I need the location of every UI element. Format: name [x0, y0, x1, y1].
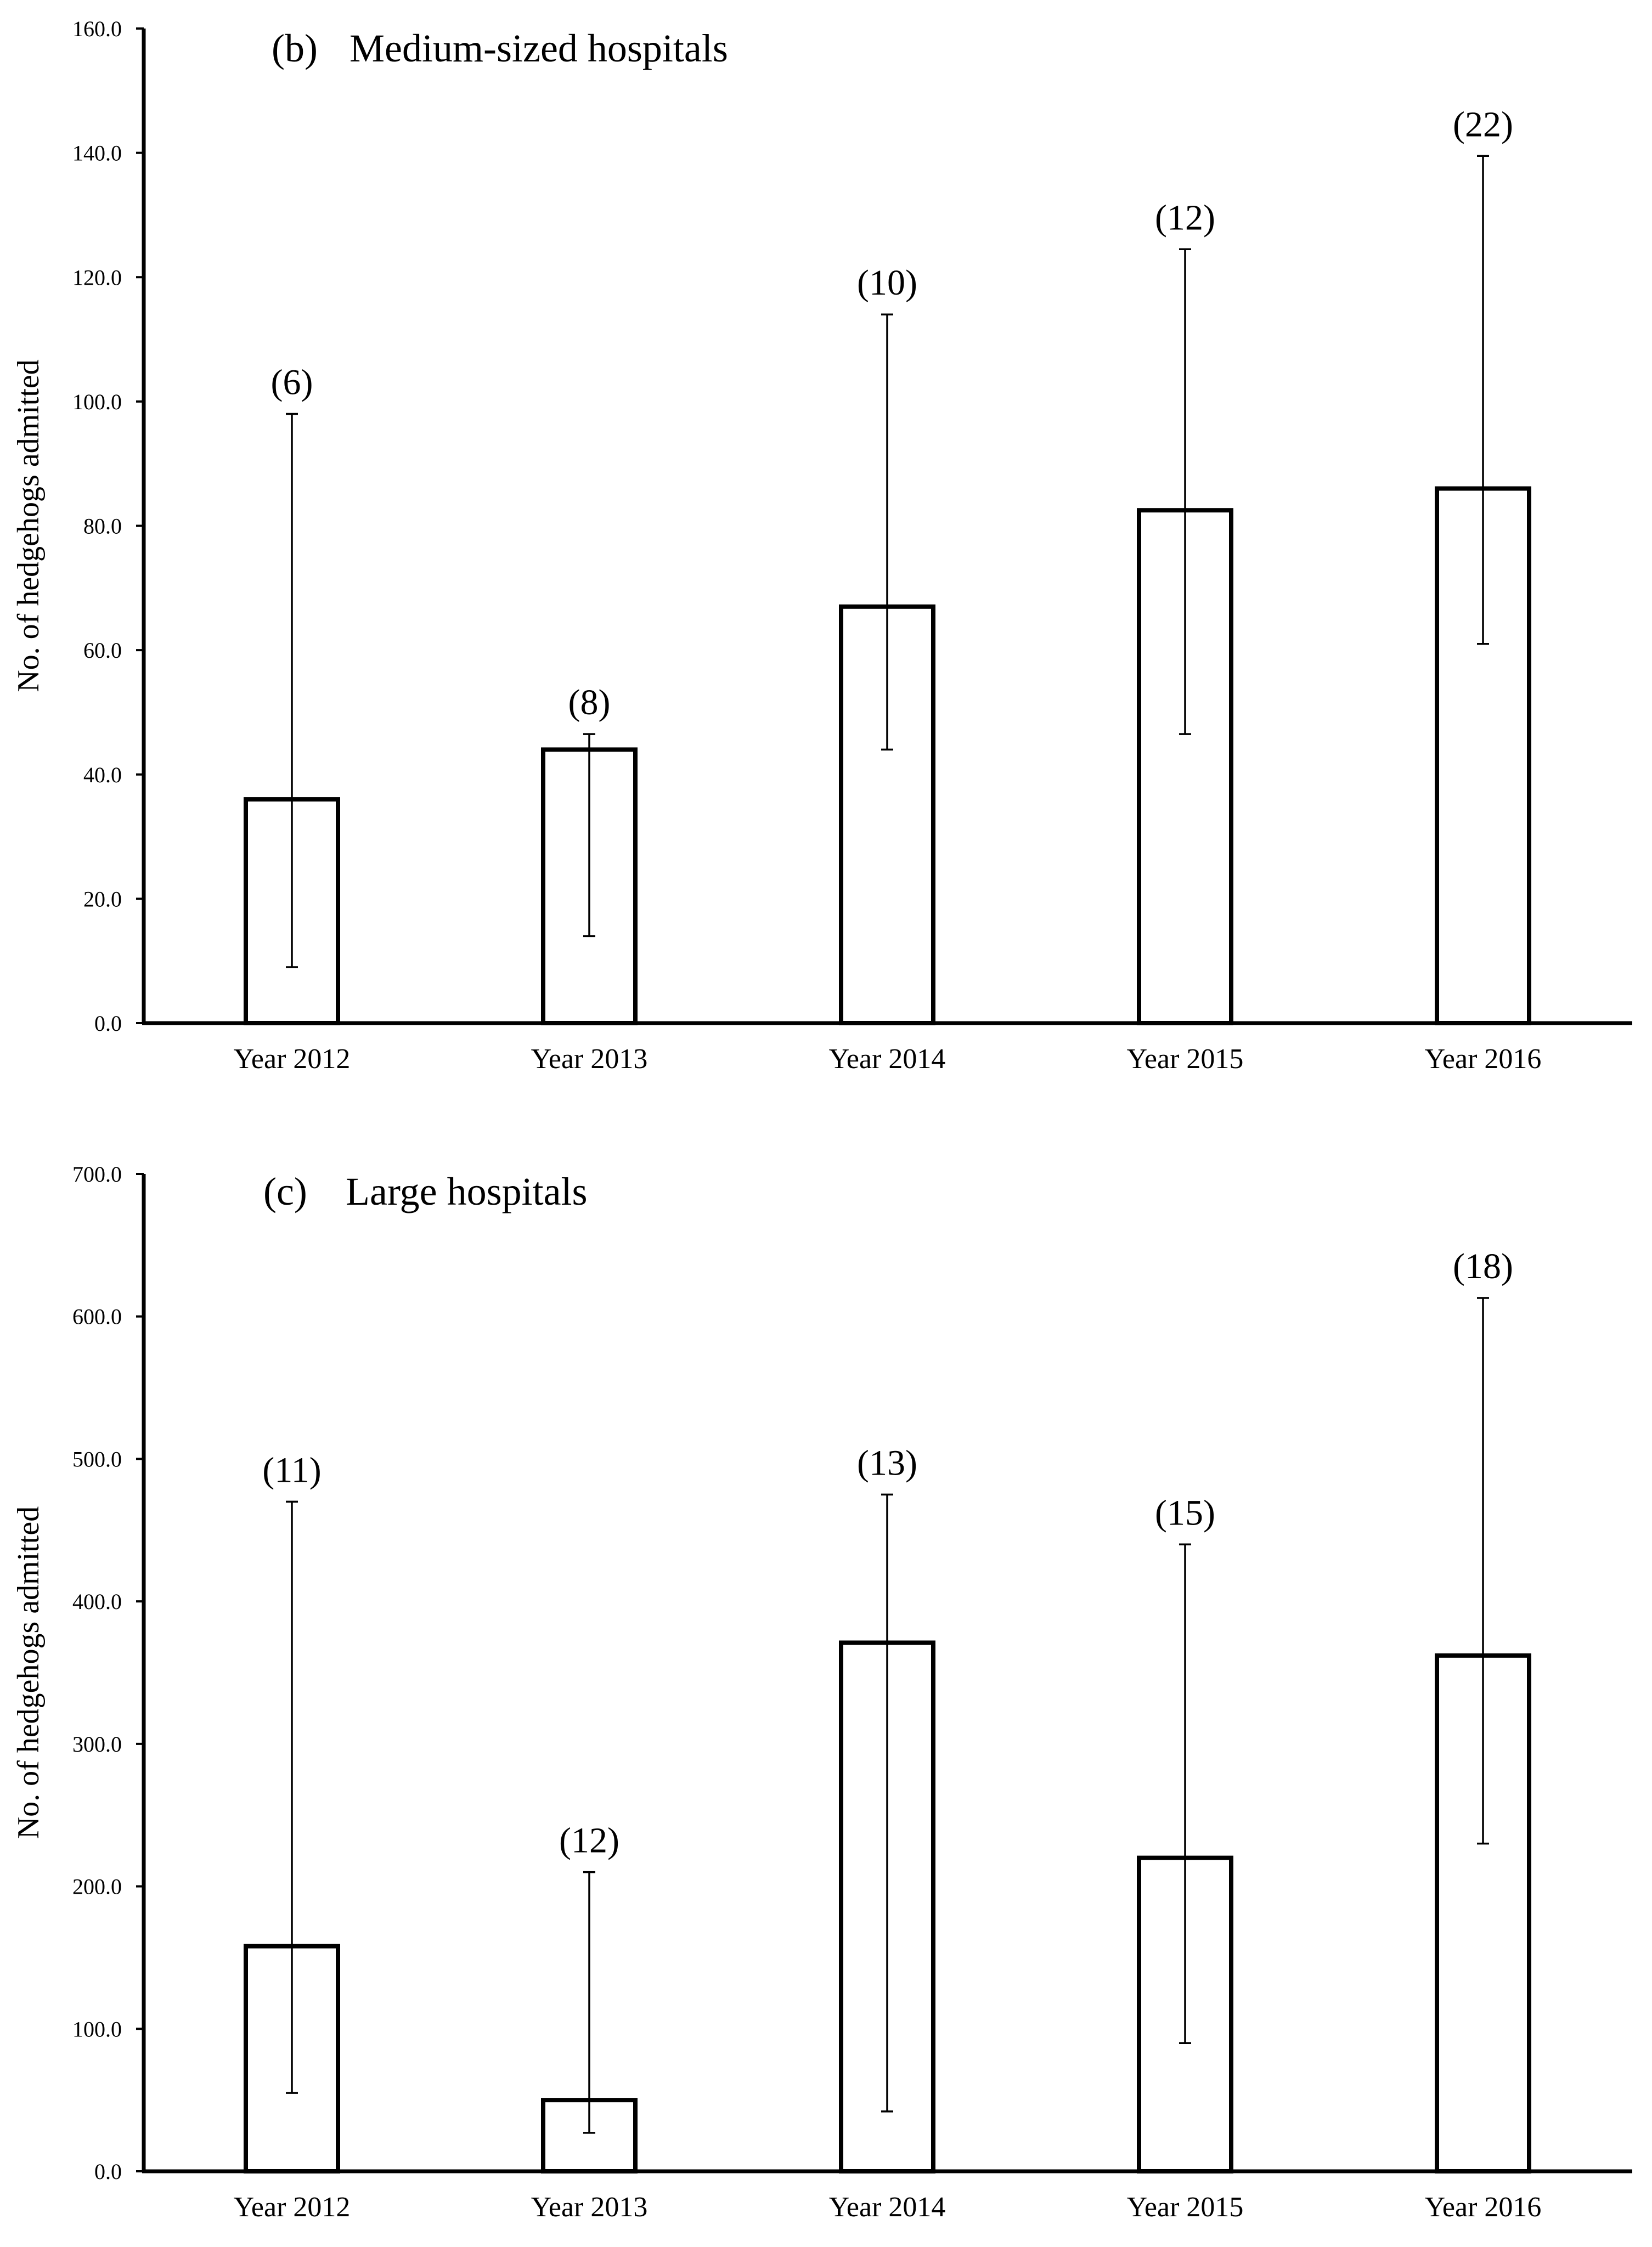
bar — [1435, 486, 1531, 1025]
bar — [1137, 508, 1233, 1025]
y-tick-label: 0.0 — [94, 2159, 122, 2184]
y-tick-label: 160.0 — [72, 16, 122, 41]
y-tick-label: 20.0 — [83, 887, 122, 911]
y-tick-label: 700.0 — [72, 1162, 122, 1187]
x-tick-label: Year 2013 — [531, 1043, 648, 1075]
x-tick-label: Year 2015 — [1127, 1043, 1244, 1075]
panel-title: Medium-sized hospitals — [349, 26, 728, 70]
x-tick-label: Year 2016 — [1425, 1043, 1542, 1075]
sample-size-label: (15) — [1155, 1493, 1215, 1533]
x-tick-label: Year 2012 — [234, 1043, 351, 1075]
y-tick-label: 500.0 — [72, 1447, 122, 1471]
panel-letter: (b) — [272, 26, 318, 70]
sample-size-label: (8) — [568, 682, 611, 722]
x-tick-label: Year 2013 — [531, 2192, 648, 2223]
y-tick-label: 0.0 — [94, 1011, 122, 1036]
y-tick-label: 140.0 — [72, 141, 122, 166]
y-tick-label: 60.0 — [83, 638, 122, 663]
panel-title: Large hospitals — [346, 1170, 588, 1213]
y-tick-label: 400.0 — [72, 1589, 122, 1614]
y-axis-label: No. of hedgehogs admitted — [12, 359, 46, 692]
sample-size-label: (12) — [1155, 197, 1215, 238]
x-tick-label: Year 2012 — [234, 2192, 351, 2223]
sample-size-label: (18) — [1453, 1246, 1513, 1286]
panel-letter: (c) — [263, 1170, 307, 1213]
y-tick-label: 40.0 — [83, 763, 122, 787]
sample-size-label: (11) — [262, 1450, 322, 1490]
y-tick-label: 100.0 — [72, 2017, 122, 2041]
sample-size-label: (12) — [559, 1821, 619, 1861]
y-tick-label: 300.0 — [72, 1732, 122, 1757]
y-tick-label: 200.0 — [72, 1875, 122, 1899]
sample-size-label: (22) — [1453, 104, 1513, 144]
x-tick-label: Year 2014 — [829, 2192, 946, 2223]
x-tick-label: Year 2014 — [829, 1043, 946, 1075]
y-axis-label: No. of hedgehogs admitted — [12, 1506, 46, 1839]
x-tick-label: Year 2016 — [1425, 2192, 1542, 2223]
sample-size-label: (13) — [857, 1443, 917, 1483]
y-tick-label: 600.0 — [72, 1305, 122, 1329]
y-tick-label: 100.0 — [72, 389, 122, 414]
x-tick-label: Year 2015 — [1127, 2192, 1244, 2223]
sample-size-label: (6) — [271, 363, 313, 403]
y-tick-label: 80.0 — [83, 514, 122, 539]
y-tick-label: 120.0 — [72, 265, 122, 290]
sample-size-label: (10) — [857, 263, 917, 303]
